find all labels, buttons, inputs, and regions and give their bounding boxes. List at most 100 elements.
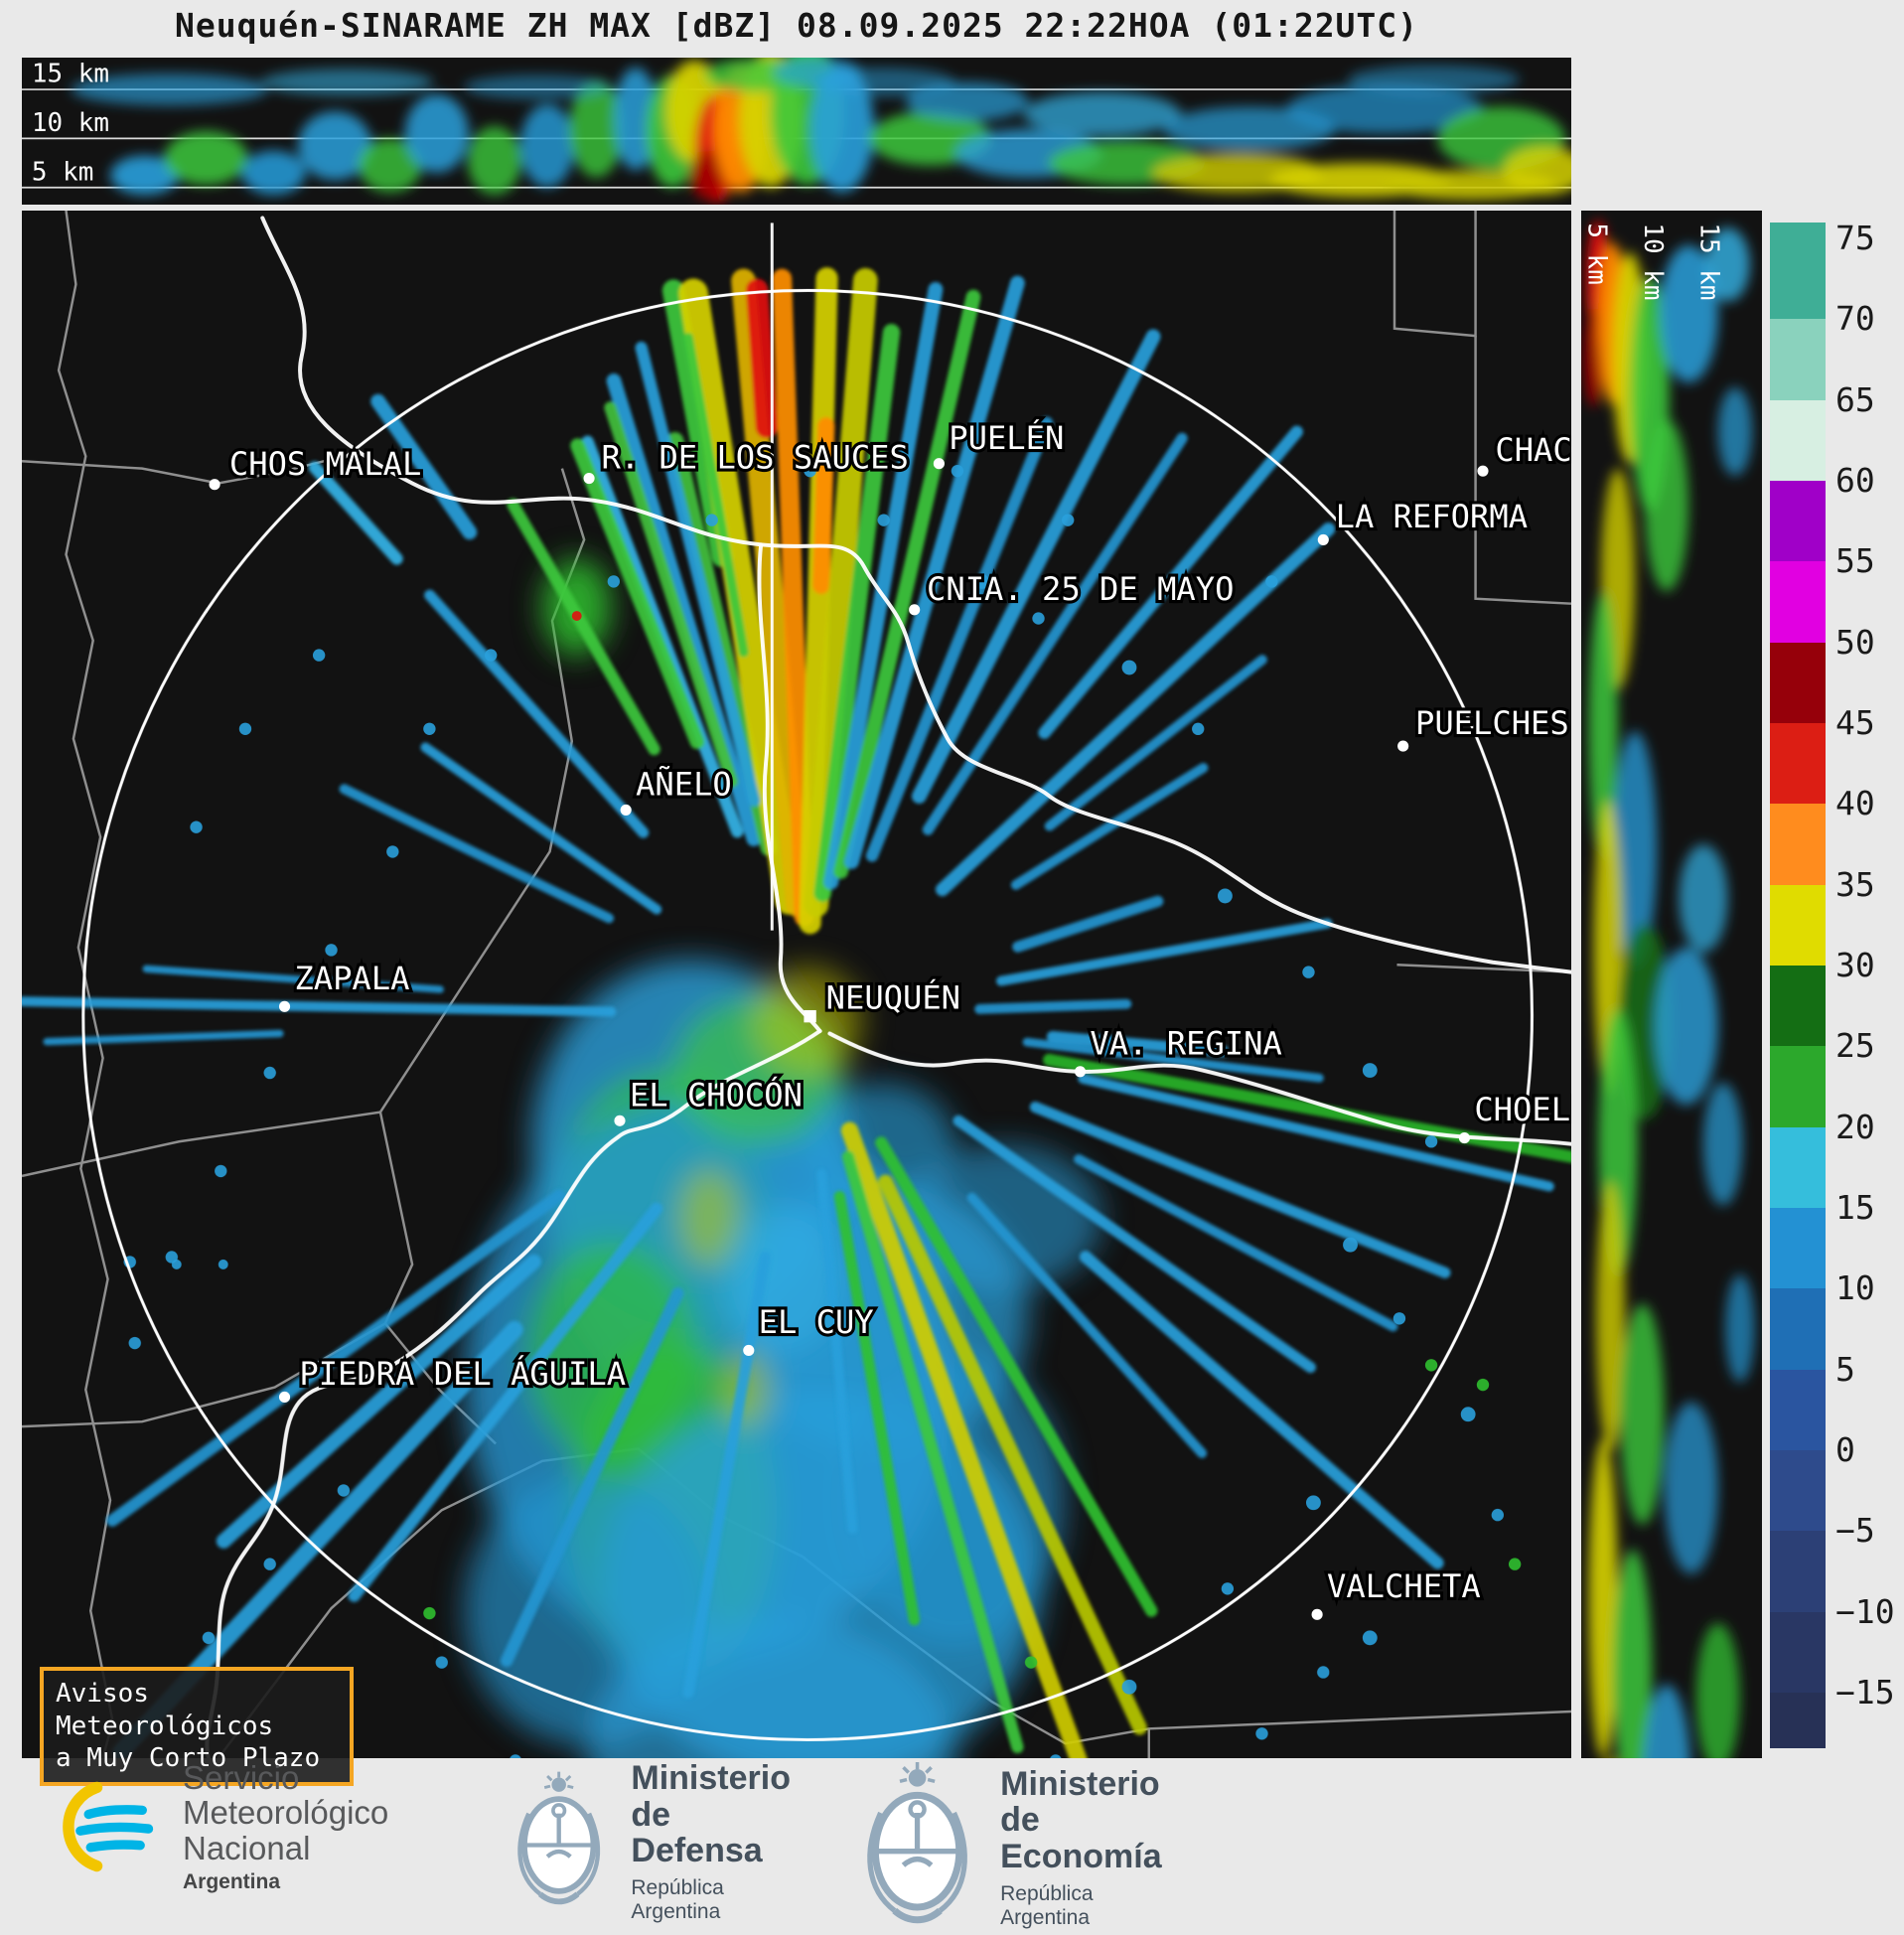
- colorbar-segment: [1770, 1531, 1826, 1613]
- city-label: AÑELO: [636, 766, 732, 804]
- city-label: CHOS MALAL: [229, 445, 421, 483]
- radar-echo-spoke: [813, 323, 901, 902]
- profile-echo: [261, 69, 434, 96]
- province-border: [22, 1111, 414, 1428]
- radar-echo-spoke: [840, 1121, 1088, 1758]
- radar-echo-dot: [607, 575, 620, 588]
- radar-echo-dot: [1265, 575, 1278, 588]
- colorbar-tick: 5: [1835, 1349, 1855, 1389]
- river: [260, 216, 1571, 974]
- profile-echo: [1644, 419, 1689, 592]
- city-marker: [804, 1009, 816, 1023]
- profile-echo: [1502, 145, 1571, 196]
- radar-echo-blob: [678, 1168, 741, 1267]
- radar-echo-dot: [312, 649, 326, 662]
- radar-echo-dot: [1508, 1558, 1522, 1570]
- profile-echo: [298, 111, 372, 181]
- profile-echo: [1612, 1549, 1653, 1758]
- radar-echo-dot: [1417, 1579, 1430, 1593]
- radar-echo-dot: [263, 1558, 276, 1570]
- economia-name-line-1: Ministerio: [1000, 1764, 1160, 1803]
- radar-echo-dot: [1305, 1495, 1321, 1511]
- coat-of-arms-icon: [517, 1771, 601, 1905]
- colorbar-tick: 40: [1835, 784, 1875, 823]
- radar-echo-spoke: [1022, 1037, 1324, 1083]
- city-label: R. DE LOS SAUCES: [601, 439, 908, 477]
- profile-echo: [1348, 65, 1521, 94]
- city-marker: [583, 472, 595, 485]
- colorbar-segment: [1770, 1369, 1826, 1451]
- top-height-profile-panel: 15 km 10 km 5 km: [22, 58, 1571, 205]
- radar-map-panel: CHOS MALAL R. DE LOS SAUCES PUELÉN CHACH LA …: [22, 211, 1571, 1758]
- profile-echo: [1595, 1180, 1626, 1451]
- radar-echo-spoke: [865, 416, 1054, 862]
- radar-echo-spoke: [844, 275, 1025, 869]
- city-marker: [278, 1391, 291, 1404]
- radar-echo-dot: [1424, 1135, 1438, 1148]
- radar-echo-spoke: [772, 268, 814, 927]
- radar-echo-dot: [1343, 1237, 1358, 1253]
- radar-echo-dot: [325, 944, 338, 957]
- top-height-profile: 15 km 10 km 5 km: [22, 58, 1571, 203]
- radar-echo-blob: [524, 1242, 697, 1464]
- colorbar-tick: 45: [1835, 703, 1875, 742]
- profile-echo: [404, 94, 469, 173]
- radar-echo-dot: [1362, 1630, 1378, 1646]
- smn-logo-icon: [63, 1782, 154, 1872]
- economia-name-line-2: de Economía: [1000, 1801, 1162, 1876]
- colorbar-segment: [1770, 966, 1826, 1047]
- colorbar-tick: 0: [1835, 1430, 1855, 1469]
- radar-echo-dot: [1192, 722, 1205, 735]
- radar-echo-dot: [215, 1164, 227, 1178]
- colorbar-segment: [1770, 804, 1826, 886]
- radar-echo-spoke: [952, 1115, 1316, 1374]
- warning-line-2: a Muy Corto Plazo: [56, 1743, 321, 1773]
- radar-echo-spoke: [823, 281, 944, 890]
- profile-echo: [1612, 731, 1658, 968]
- colorbar-cap-top: [1770, 223, 1826, 238]
- radar-echo-spoke: [816, 1169, 858, 1535]
- radar-echo-spoke: [841, 1150, 1024, 1754]
- city-label: VALCHETA: [1327, 1567, 1481, 1605]
- profile-echo: [1654, 947, 1718, 1106]
- radar-echo-dot: [423, 722, 436, 735]
- colorbar-tick: −10: [1835, 1591, 1895, 1631]
- city-marker: [1074, 1066, 1087, 1078]
- radar-echo-dot: [1392, 1312, 1406, 1325]
- province-border: [378, 468, 586, 1114]
- radar-echo-dot: [1050, 1754, 1062, 1758]
- colorbar-tick: 10: [1835, 1268, 1875, 1308]
- smn-name-line-3: Nacional: [183, 1829, 311, 1866]
- radar-echo-spoke: [682, 1251, 771, 1699]
- city-marker: [933, 458, 945, 470]
- profile-echo: [164, 131, 248, 186]
- profile-echo: [1286, 84, 1483, 134]
- colorbar-segment: [1770, 884, 1826, 967]
- defensa-sub: República Argentina: [631, 1876, 724, 1924]
- radar-echo-spoke: [22, 996, 617, 1017]
- defensa-name-line-1: Ministerio: [631, 1759, 791, 1797]
- city-label: EL CUY: [759, 1303, 874, 1341]
- radar-echo-spoke: [833, 1191, 921, 1626]
- city-marker: [209, 479, 220, 491]
- colorbar-tick: 70: [1835, 299, 1875, 339]
- radar-echo-dot: [485, 649, 498, 662]
- colorbar-segment: [1770, 1288, 1826, 1371]
- city-marker: [1311, 1608, 1323, 1620]
- profile-echo: [1588, 1438, 1618, 1758]
- profile-echo: [689, 150, 725, 201]
- radar-echo-dot: [1302, 966, 1315, 978]
- profile-echo: [110, 155, 180, 196]
- radar-echo-dot: [1062, 514, 1075, 526]
- city-label: PIEDRA DEL ÁGUILA: [299, 1355, 626, 1393]
- radar-echo-spoke: [875, 1136, 1158, 1617]
- radar-echo-dot: [1024, 1656, 1038, 1669]
- profile-echo: [241, 150, 306, 196]
- radar-echo-dot: [337, 1484, 351, 1497]
- radar-echo-spoke: [500, 1286, 684, 1668]
- radar-echo-dot: [1121, 1679, 1137, 1695]
- side-height-profile-panel: 5 km 10 km 15 km: [1581, 211, 1762, 1758]
- profile-echo: [467, 126, 522, 196]
- defensa-name-line-2: de Defensa: [631, 1795, 763, 1870]
- radar-echo-spoke: [995, 918, 1333, 986]
